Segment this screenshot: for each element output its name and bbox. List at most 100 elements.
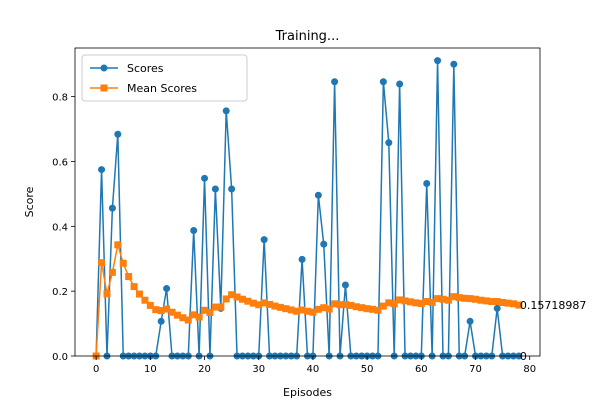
series-2-point xyxy=(249,299,257,307)
series-2-point xyxy=(217,303,225,311)
series-2-point xyxy=(238,295,246,303)
legend-box xyxy=(81,54,248,102)
series-1-point xyxy=(114,130,122,138)
axes-layer: 0 10 20 30 40 50 60 70 80 0.0 0.2 0.4 0.6 0.8 xyxy=(52,47,541,375)
y-tick-label: 0.4 xyxy=(52,222,68,233)
series-2-point xyxy=(146,301,154,309)
x-tick-label: 50 xyxy=(361,364,374,375)
series-2-point xyxy=(119,259,127,267)
series-2-point xyxy=(293,307,301,315)
series-2-point xyxy=(244,297,252,305)
series-2-point xyxy=(331,300,339,308)
series-2-point xyxy=(233,293,241,301)
y-tick-label: 0.8 xyxy=(52,93,68,104)
series-1-point xyxy=(385,139,393,147)
series-1-point xyxy=(434,57,442,65)
series-2-point xyxy=(406,298,414,306)
y-tick-label: 0.6 xyxy=(52,157,68,168)
series-2-point xyxy=(266,300,274,308)
series-2-point xyxy=(168,308,176,316)
x-tick-label: 70 xyxy=(469,364,482,375)
series-1-point xyxy=(298,255,306,263)
series-1-point xyxy=(493,304,501,312)
x-axis-label: Episodes xyxy=(283,386,332,399)
series-2-point xyxy=(336,301,344,309)
legend: Scores Mean Scores xyxy=(81,54,248,102)
series-2-point xyxy=(228,291,236,299)
series-1-point xyxy=(450,60,458,68)
annotation-layer: 0.15718987 0 xyxy=(520,299,586,363)
legend-label: Scores xyxy=(127,62,164,75)
chart-title: Training... xyxy=(275,29,340,44)
series-2-point xyxy=(304,307,311,315)
series-2-point xyxy=(504,299,512,307)
series-2-point xyxy=(423,298,431,306)
series-2-point xyxy=(184,316,192,324)
series-2-point xyxy=(472,295,480,303)
series-2-point xyxy=(379,302,387,310)
series-2-point xyxy=(417,299,425,307)
x-tick-label: 60 xyxy=(415,364,428,375)
series-2-point xyxy=(325,305,333,313)
series-2-point xyxy=(352,303,360,311)
series-1-point xyxy=(190,227,198,235)
series-1-point xyxy=(228,185,236,193)
series-2-point xyxy=(260,299,268,307)
series-2-point xyxy=(114,241,122,249)
series-2-point xyxy=(130,283,138,291)
series-2-point xyxy=(358,304,366,312)
legend-label: Mean Scores xyxy=(127,82,197,95)
series-2-point xyxy=(455,294,463,302)
legend-marker xyxy=(100,64,108,72)
series-1-point xyxy=(331,78,339,86)
series-1-point xyxy=(157,317,165,325)
series-2-point xyxy=(439,295,447,303)
series-2-point xyxy=(206,309,214,317)
series-2-point xyxy=(434,295,442,303)
series-2-point xyxy=(135,290,143,298)
series-2-point xyxy=(509,300,517,308)
series-2-point xyxy=(314,305,322,313)
series-2-point xyxy=(396,296,404,304)
series-2-point xyxy=(271,302,279,310)
series-2-point xyxy=(103,290,111,298)
x-tick-label: 20 xyxy=(198,364,211,375)
series-2-point xyxy=(179,314,187,322)
series-2-point xyxy=(173,311,181,319)
x-tick-label: 0 xyxy=(93,364,99,375)
series-1-point xyxy=(201,174,209,182)
series-2-point xyxy=(374,306,382,314)
series-1-point xyxy=(211,185,219,193)
series-2-point xyxy=(287,306,295,314)
series-1-point xyxy=(314,191,322,199)
series-2-point xyxy=(201,306,209,314)
series-2-point xyxy=(211,303,219,311)
series-2-point xyxy=(444,296,452,304)
series-1-point xyxy=(222,107,230,115)
series-2-point xyxy=(195,313,203,321)
series-1-point xyxy=(98,166,106,174)
series-2-point xyxy=(477,296,485,304)
series-2-point xyxy=(141,296,149,304)
axes-frame xyxy=(74,47,541,357)
series-1-point xyxy=(163,285,171,293)
series-2-point xyxy=(255,301,263,309)
series-2-point xyxy=(276,303,284,311)
series-2-point xyxy=(347,301,355,309)
series-1-point xyxy=(396,80,404,88)
series-2-point xyxy=(98,259,106,267)
series-1-point xyxy=(466,317,474,325)
end-value-label: 0 xyxy=(520,350,527,363)
series-layer xyxy=(92,57,523,360)
series-2-point xyxy=(125,273,133,281)
series-2-point xyxy=(163,305,171,313)
series-2-point xyxy=(493,298,501,306)
series-1-point xyxy=(108,204,116,212)
series-2-point xyxy=(108,268,116,276)
series-2-point xyxy=(488,298,496,306)
series-2-point xyxy=(363,305,371,313)
series-1-point xyxy=(260,236,268,244)
series-2-point xyxy=(515,301,523,309)
series-2-point xyxy=(152,306,160,314)
